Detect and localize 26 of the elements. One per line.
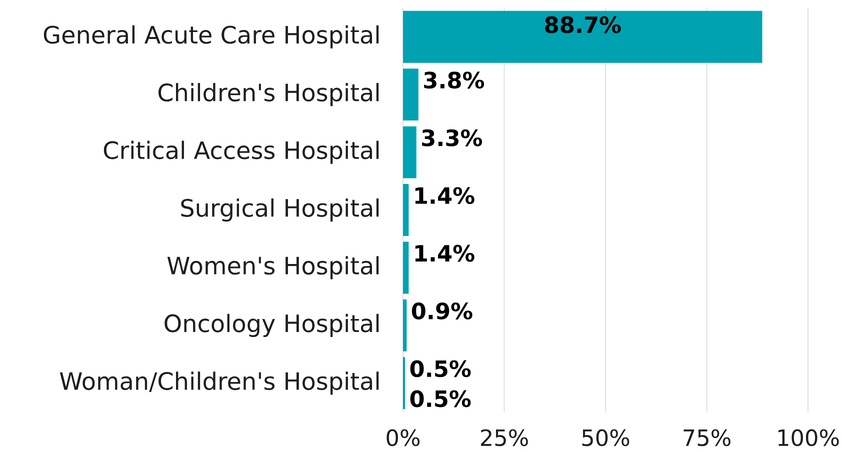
y-tick-label: Women's Hospital [167, 256, 379, 280]
bar [403, 184, 409, 236]
annotation: 0.5% [410, 390, 471, 408]
data-label: 1.4% [415, 244, 474, 262]
x-tick-label: 75% [684, 429, 730, 446]
bar [403, 242, 409, 294]
y-tick-label: Woman/Children's Hospital [60, 372, 379, 395]
y-tick-label: Children's Hospital [158, 83, 379, 106]
y-tick-label: Critical Access Hospital [104, 140, 379, 164]
data-label: 3.8% [424, 72, 484, 89]
data-label: 0.9% [412, 302, 472, 320]
data-label: 88.7% [545, 16, 621, 34]
y-tick-label: Surgical Hospital [181, 198, 379, 222]
x-tick-label: 0% [386, 429, 420, 446]
bar [403, 68, 418, 121]
bar [403, 10, 762, 63]
bar [403, 126, 416, 178]
y-tick-label: General Acute Care Hospital [44, 25, 379, 48]
y-tick-label: Oncology Hospital [164, 314, 379, 337]
data-label: 0.5% [410, 360, 471, 378]
bar [403, 299, 407, 352]
x-tick-label: 100% [778, 429, 839, 446]
data-label: 3.3% [422, 129, 482, 146]
x-tick-label: 25% [480, 429, 528, 446]
data-label: 1.4% [415, 187, 474, 204]
x-tick-label: 50% [582, 429, 630, 446]
